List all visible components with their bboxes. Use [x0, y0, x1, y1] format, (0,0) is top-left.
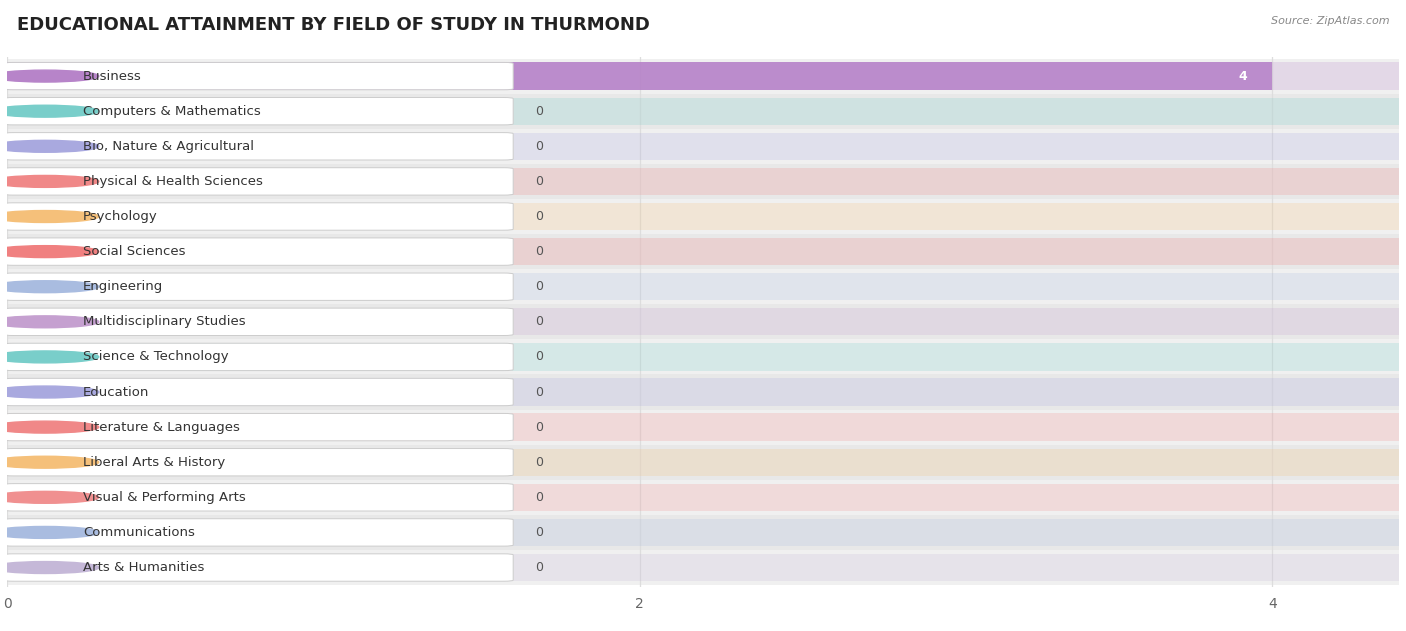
Text: Communications: Communications: [83, 526, 195, 539]
Bar: [7, 234, 1399, 269]
FancyBboxPatch shape: [4, 483, 513, 511]
Bar: [7, 62, 1399, 90]
Text: Engineering: Engineering: [83, 280, 163, 293]
Text: 0: 0: [536, 105, 543, 118]
Text: EDUCATIONAL ATTAINMENT BY FIELD OF STUDY IN THURMOND: EDUCATIONAL ATTAINMENT BY FIELD OF STUDY…: [17, 16, 650, 34]
Bar: [7, 238, 1399, 265]
FancyBboxPatch shape: [4, 98, 513, 125]
FancyBboxPatch shape: [4, 308, 513, 336]
FancyBboxPatch shape: [4, 168, 513, 195]
Bar: [7, 550, 1399, 585]
Circle shape: [0, 526, 98, 538]
Text: Literature & Languages: Literature & Languages: [83, 421, 240, 433]
Bar: [7, 199, 1399, 234]
Circle shape: [0, 492, 98, 504]
Text: Business: Business: [83, 69, 142, 83]
Bar: [7, 379, 1399, 406]
FancyBboxPatch shape: [4, 203, 513, 230]
FancyBboxPatch shape: [4, 273, 513, 300]
Bar: [7, 164, 1399, 199]
Bar: [7, 413, 1399, 441]
Bar: [7, 445, 1399, 480]
Circle shape: [0, 105, 98, 117]
Bar: [7, 343, 1399, 370]
Bar: [7, 93, 1399, 129]
Text: 0: 0: [536, 491, 543, 504]
Text: Visual & Performing Arts: Visual & Performing Arts: [83, 491, 246, 504]
FancyBboxPatch shape: [4, 519, 513, 546]
Bar: [7, 129, 1399, 164]
FancyBboxPatch shape: [4, 62, 513, 90]
FancyBboxPatch shape: [4, 379, 513, 406]
Text: 0: 0: [536, 526, 543, 539]
Text: 0: 0: [536, 561, 543, 574]
Bar: [7, 59, 1399, 93]
Text: Physical & Health Sciences: Physical & Health Sciences: [83, 175, 263, 188]
FancyBboxPatch shape: [4, 343, 513, 370]
Text: 0: 0: [536, 421, 543, 433]
Text: 0: 0: [536, 350, 543, 363]
Bar: [7, 269, 1399, 304]
Text: Bio, Nature & Agricultural: Bio, Nature & Agricultural: [83, 140, 254, 153]
Text: Education: Education: [83, 386, 149, 399]
Text: 0: 0: [536, 386, 543, 399]
Text: 0: 0: [536, 210, 543, 223]
Circle shape: [0, 316, 98, 327]
Bar: [7, 483, 1399, 511]
Circle shape: [0, 140, 98, 152]
Bar: [7, 273, 1399, 300]
FancyBboxPatch shape: [4, 413, 513, 441]
Circle shape: [0, 245, 98, 257]
FancyBboxPatch shape: [4, 238, 513, 265]
Circle shape: [0, 70, 98, 82]
FancyBboxPatch shape: [4, 449, 513, 476]
Bar: [7, 554, 1399, 581]
Bar: [7, 304, 1399, 339]
Bar: [7, 133, 1399, 160]
Bar: [7, 374, 1399, 410]
Text: 0: 0: [536, 280, 543, 293]
Text: 0: 0: [536, 245, 543, 258]
Bar: [7, 480, 1399, 515]
Text: Psychology: Psychology: [83, 210, 157, 223]
Circle shape: [0, 456, 98, 468]
Text: 0: 0: [536, 316, 543, 328]
Circle shape: [0, 351, 98, 363]
Text: Arts & Humanities: Arts & Humanities: [83, 561, 204, 574]
Bar: [7, 98, 1399, 125]
Text: 0: 0: [536, 175, 543, 188]
Bar: [7, 308, 1399, 336]
Text: 0: 0: [536, 456, 543, 469]
Circle shape: [0, 281, 98, 293]
Bar: [7, 168, 1399, 195]
Text: Source: ZipAtlas.com: Source: ZipAtlas.com: [1271, 16, 1389, 26]
FancyBboxPatch shape: [4, 554, 513, 581]
Circle shape: [0, 175, 98, 187]
Bar: [7, 515, 1399, 550]
Circle shape: [0, 421, 98, 433]
Circle shape: [0, 562, 98, 574]
Bar: [7, 519, 1399, 546]
Text: Science & Technology: Science & Technology: [83, 350, 229, 363]
FancyBboxPatch shape: [4, 133, 513, 160]
Bar: [7, 410, 1399, 445]
Text: Computers & Mathematics: Computers & Mathematics: [83, 105, 260, 118]
Text: 4: 4: [1239, 69, 1247, 83]
Bar: [7, 449, 1399, 476]
Text: Liberal Arts & History: Liberal Arts & History: [83, 456, 225, 469]
Text: Social Sciences: Social Sciences: [83, 245, 186, 258]
Text: Multidisciplinary Studies: Multidisciplinary Studies: [83, 316, 246, 328]
Bar: [7, 339, 1399, 374]
Text: 0: 0: [536, 140, 543, 153]
Bar: [7, 62, 1272, 90]
Circle shape: [0, 211, 98, 223]
Bar: [7, 203, 1399, 230]
Circle shape: [0, 386, 98, 398]
